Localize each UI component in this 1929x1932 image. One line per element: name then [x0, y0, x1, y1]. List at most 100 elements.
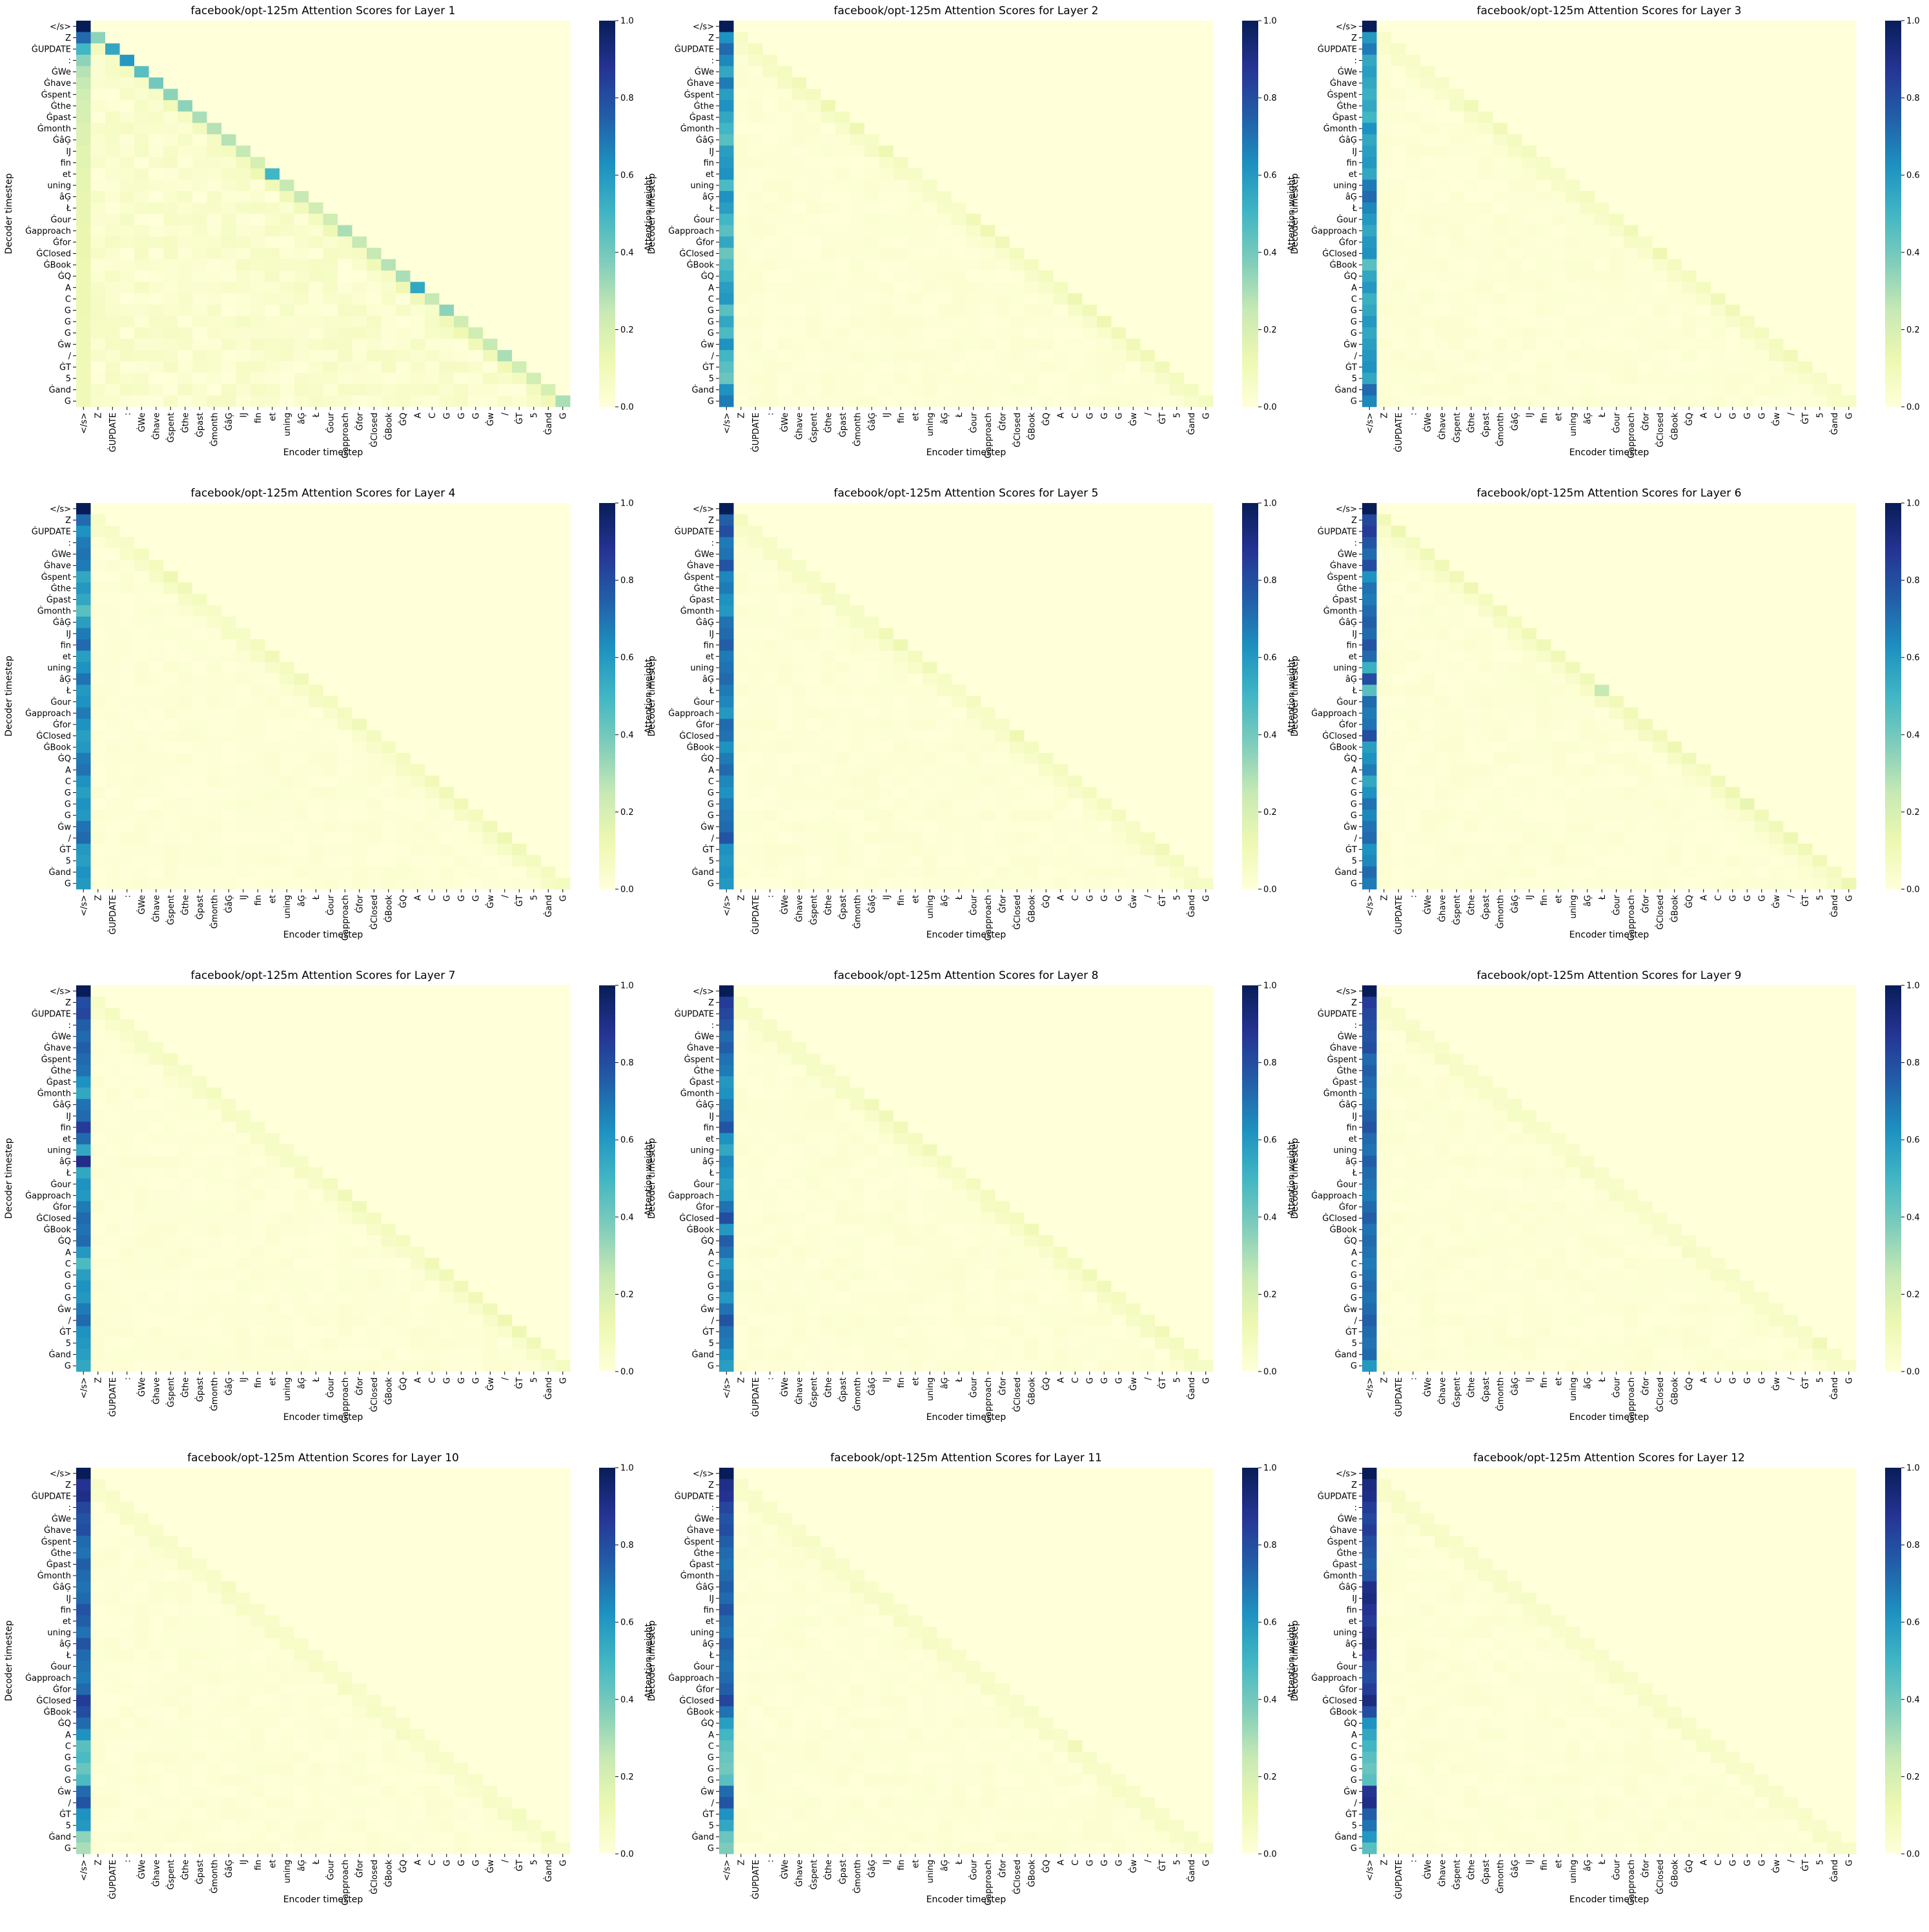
heatmap-cell — [367, 373, 382, 384]
heatmap-cell — [236, 362, 251, 373]
heatmap-cell — [1522, 134, 1537, 146]
heatmap-cell — [352, 225, 367, 237]
heatmap-cell — [1464, 282, 1479, 294]
heatmap-cell — [483, 844, 498, 856]
heatmap-cell — [280, 821, 294, 832]
heatmap-cell — [265, 259, 280, 271]
heatmap-cell — [352, 77, 367, 89]
heatmap-cell — [76, 55, 91, 67]
heatmap-cell — [1054, 202, 1068, 214]
heatmap-cell — [1391, 89, 1406, 101]
heatmap-cell — [1362, 32, 1377, 44]
heatmap-cell — [556, 503, 571, 515]
heatmap-cell — [250, 248, 265, 260]
heatmap-cell — [512, 100, 527, 112]
heatmap-cell — [981, 373, 995, 384]
heatmap-cell — [207, 21, 222, 32]
heatmap-cell — [280, 362, 294, 373]
heatmap-cell — [512, 271, 527, 282]
heatmap-cell — [149, 696, 164, 708]
heatmap-cell — [995, 66, 1010, 77]
heatmap-cell — [893, 89, 908, 101]
heatmap-cell — [527, 753, 542, 765]
heatmap-cell — [748, 338, 763, 350]
heatmap-cell — [527, 169, 542, 180]
heatmap-cell — [352, 43, 367, 55]
heatmap-cell — [1784, 43, 1799, 55]
heatmap-cell — [923, 180, 937, 191]
heatmap-cell — [309, 123, 323, 134]
heatmap-cell — [483, 560, 498, 571]
heatmap-cell — [382, 100, 396, 112]
heatmap-cell — [1170, 327, 1185, 339]
heatmap-cell — [1595, 271, 1609, 282]
heatmap-cell — [1083, 157, 1097, 169]
heatmap-cell — [120, 202, 135, 214]
heatmap-cell — [908, 384, 923, 396]
heatmap-cell — [821, 123, 836, 134]
heatmap-cell — [396, 77, 411, 89]
heatmap-cell — [411, 169, 425, 180]
heatmap-cell — [91, 384, 106, 396]
heatmap-cell — [134, 605, 149, 617]
heatmap-cell — [309, 719, 323, 730]
heatmap-cell — [893, 134, 908, 146]
heatmap-cell — [923, 202, 937, 214]
heatmap-cell — [352, 55, 367, 67]
heatmap-cell — [221, 145, 236, 157]
heatmap-cell — [1697, 373, 1711, 384]
y-tick-label: Ġthe — [51, 100, 71, 111]
heatmap-cell — [323, 248, 338, 260]
heatmap-cell — [221, 526, 236, 537]
heatmap-cell — [1697, 327, 1711, 339]
heatmap-cell — [120, 169, 135, 180]
heatmap-cell — [265, 225, 280, 237]
heatmap-cell — [1580, 338, 1595, 350]
heatmap-cell — [1449, 271, 1464, 282]
heatmap-cell — [763, 100, 778, 112]
heatmap-cell — [149, 21, 164, 32]
heatmap-cell — [1435, 145, 1450, 157]
heatmap-cell — [352, 21, 367, 32]
heatmap-cell — [893, 214, 908, 225]
heatmap-cell — [541, 810, 556, 821]
heatmap-cell — [338, 305, 352, 316]
heatmap-cell — [1112, 259, 1127, 271]
heatmap-cell — [1435, 202, 1450, 214]
heatmap-cell — [483, 225, 498, 237]
heatmap-cell — [1420, 305, 1435, 316]
heatmap-cell — [425, 112, 440, 123]
heatmap-cell — [280, 684, 294, 696]
heatmap-cell — [1697, 145, 1711, 157]
heatmap-cell — [527, 112, 542, 123]
heatmap-cell — [192, 327, 207, 339]
heatmap-cell — [192, 169, 207, 180]
heatmap-cell — [236, 350, 251, 362]
heatmap-cell — [748, 316, 763, 327]
heatmap-cell — [1566, 157, 1580, 169]
heatmap-cell — [483, 776, 498, 787]
heatmap-cell — [1112, 373, 1127, 384]
heatmap-cell — [995, 373, 1010, 384]
heatmap-cell — [512, 651, 527, 663]
heatmap-cell — [734, 259, 749, 271]
heatmap-cell — [1507, 327, 1522, 339]
heatmap-cell — [1798, 112, 1813, 123]
heatmap-cell — [1199, 236, 1214, 248]
heatmap-cell — [120, 673, 135, 685]
heatmap-cell — [821, 316, 836, 327]
heatmap-cell — [1507, 55, 1522, 67]
heatmap-cell — [469, 259, 484, 271]
heatmap-cell — [483, 730, 498, 742]
heatmap-cell — [1141, 236, 1156, 248]
heatmap-cell — [207, 338, 222, 350]
heatmap-cell — [120, 395, 135, 407]
heatmap-cell — [483, 236, 498, 248]
heatmap-cell — [425, 350, 440, 362]
heatmap-cell — [512, 123, 527, 134]
heatmap-cell — [91, 605, 106, 617]
heatmap-cell — [512, 810, 527, 821]
heatmap-cell — [134, 384, 149, 396]
heatmap-cell — [1068, 259, 1083, 271]
heatmap-cell — [280, 605, 294, 617]
